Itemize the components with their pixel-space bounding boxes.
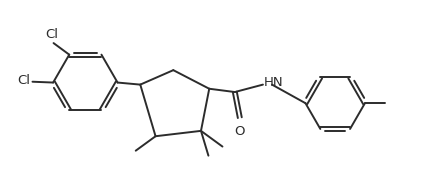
Text: Cl: Cl: [45, 28, 58, 41]
Text: HN: HN: [263, 76, 283, 89]
Text: Cl: Cl: [17, 74, 30, 87]
Text: O: O: [234, 125, 244, 138]
